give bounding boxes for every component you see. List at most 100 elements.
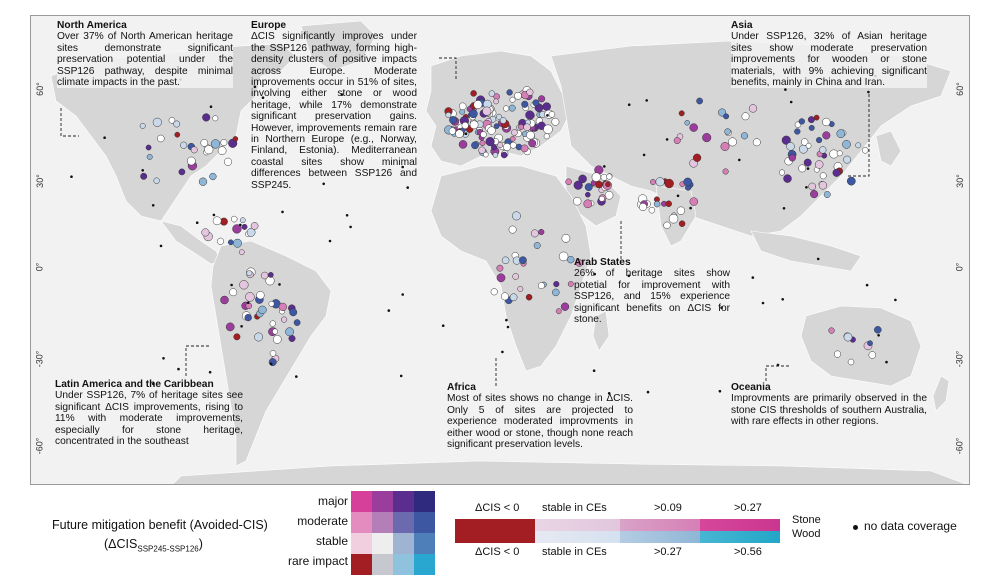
bar-stone-high	[700, 519, 780, 531]
heritage-site-marker	[638, 202, 648, 212]
heritage-site-marker	[517, 285, 524, 292]
no-data-site-marker	[645, 99, 648, 102]
heritage-site-marker	[490, 288, 498, 296]
no-data-site-marker	[603, 165, 606, 168]
world-map: 60° 30° 0° -30° -60° 60° 30° 0° -30° -60…	[30, 15, 970, 485]
heritage-site-marker	[146, 153, 153, 160]
stone-label-high: >0.27	[734, 502, 762, 514]
heritage-site-marker	[606, 173, 613, 180]
heritage-site-marker	[153, 177, 160, 184]
heritage-site-marker	[230, 215, 238, 223]
annotation-europe-title: Europe	[251, 20, 287, 31]
heritage-site-marker	[157, 134, 165, 143]
no-data-label: no data coverage	[864, 519, 957, 533]
lat-tick-left-60: 60°	[34, 82, 45, 96]
landmass-madagascar	[592, 310, 610, 352]
heritage-site-marker	[805, 142, 812, 149]
heritage-site-marker	[232, 136, 239, 142]
heritage-site-marker	[250, 222, 259, 230]
heritage-site-marker	[212, 216, 222, 226]
landmass-central-america	[160, 220, 222, 265]
legend-formula-main: (ΔCIS	[104, 537, 138, 551]
no-data-site-marker	[322, 182, 326, 186]
lat-tick-right-60: 60°	[954, 82, 965, 96]
heritage-site-marker	[803, 158, 812, 167]
no-data-site-marker	[642, 153, 646, 157]
no-data-site-marker	[718, 389, 722, 393]
no-data-site-marker	[865, 283, 869, 287]
heritage-site-marker	[209, 172, 217, 181]
landmass-japan	[875, 130, 902, 167]
heritage-site-marker	[543, 133, 550, 140]
heritage-site-marker	[519, 256, 527, 265]
heritage-site-marker	[449, 116, 458, 124]
no-data-marker	[853, 525, 858, 530]
no-data-site-marker	[345, 214, 349, 217]
no-data-site-marker	[894, 298, 897, 302]
annotation-europe-body: ΔCIS significantly improves under the SS…	[251, 31, 417, 191]
heritage-site-marker	[268, 300, 275, 307]
annotation-north-america-body: Over 37% of North American heritage site…	[57, 31, 233, 89]
no-data-site-marker	[676, 194, 680, 198]
no-data-site-marker	[885, 360, 888, 364]
heritage-site-marker	[204, 145, 214, 155]
legend-grid-cell	[372, 554, 393, 575]
heritage-site-marker	[174, 131, 181, 138]
heritage-site-marker	[583, 199, 593, 209]
heritage-site-marker	[696, 97, 703, 105]
heritage-site-marker	[788, 154, 796, 162]
leader-arrows	[60, 57, 870, 386]
landmass-southeast-asia	[750, 230, 862, 272]
heritage-site-marker	[702, 133, 712, 143]
heritage-site-marker	[591, 172, 601, 182]
heritage-site-marker	[808, 124, 815, 131]
no-data-site-marker	[240, 325, 243, 328]
heritage-site-marker	[173, 120, 181, 128]
heritage-site-marker	[818, 181, 828, 190]
heritage-site-marker	[220, 139, 228, 146]
annotation-asia: Asia Under SSP126, 32% of Asian heritage…	[731, 20, 927, 89]
no-data-site-marker	[877, 334, 880, 337]
no-data-site-marker	[152, 382, 155, 386]
heritage-site-marker	[678, 220, 686, 227]
heritage-site-marker	[503, 105, 510, 112]
heritage-site-marker	[653, 200, 661, 208]
no-data-site-marker	[627, 274, 631, 278]
heritage-site-marker	[832, 168, 841, 177]
heritage-site-marker	[272, 328, 279, 335]
no-data-site-marker	[70, 175, 73, 178]
heritage-site-marker	[842, 140, 851, 149]
no-data-site-marker	[665, 138, 669, 141]
arrow-north-america	[60, 108, 79, 137]
no-data-site-marker	[406, 186, 410, 189]
heritage-site-marker	[485, 137, 495, 147]
heritage-site-marker	[567, 256, 575, 264]
no-data-site-marker	[401, 165, 405, 169]
no-data-site-marker	[546, 114, 549, 117]
heritage-site-marker	[152, 117, 162, 127]
heritage-site-marker	[145, 144, 152, 151]
no-data-site-marker	[208, 370, 212, 374]
heritage-site-marker	[552, 288, 560, 297]
heritage-site-marker	[293, 319, 301, 326]
no-data-site-marker	[209, 105, 213, 108]
heritage-site-marker	[458, 140, 468, 149]
heritage-site-marker	[216, 237, 225, 245]
heritage-site-marker	[843, 332, 853, 342]
legend-grid-cell	[351, 554, 372, 575]
no-data-site-marker	[784, 88, 787, 91]
stone-label-stable: stable in CEs	[542, 502, 607, 514]
no-data-site-marker	[751, 276, 755, 279]
heritage-site-marker	[833, 350, 842, 358]
annotation-north-america: North America Over 37% of North American…	[57, 20, 233, 89]
annotation-asia-body: Under SSP126, 32% of Asian heritage site…	[731, 31, 927, 89]
heritage-site-marker	[525, 293, 533, 301]
lat-tick-right-0: 0°	[954, 262, 965, 272]
no-data-site-marker	[789, 100, 793, 104]
legend-grid-cell	[414, 512, 435, 533]
legend-level-moderate: moderate	[297, 514, 348, 528]
heritage-site-marker	[499, 117, 507, 124]
wood-label-stable: stable in CEs	[542, 546, 607, 558]
heritage-site-marker	[285, 327, 295, 337]
wood-series-label: Wood	[792, 528, 821, 540]
